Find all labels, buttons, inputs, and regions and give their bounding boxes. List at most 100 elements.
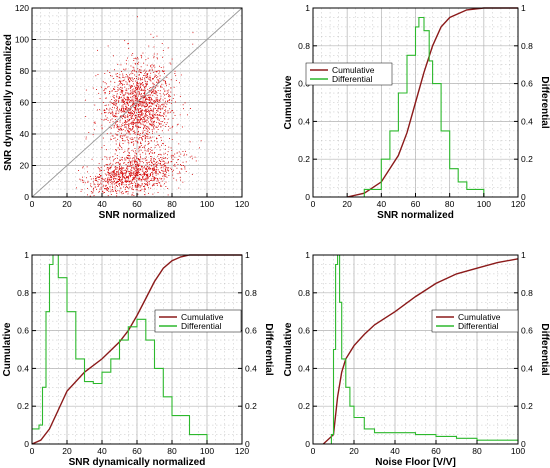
scatter-point (118, 183, 120, 185)
scatter-point (159, 119, 160, 121)
scatter-point (119, 81, 121, 82)
scatter-point (97, 176, 99, 178)
scatter-point (110, 194, 112, 195)
scatter-point (112, 160, 114, 162)
scatter-point (134, 107, 135, 109)
scatter-point (115, 122, 117, 124)
scatter-point (143, 172, 145, 174)
scatter-point (101, 158, 103, 160)
scatter-point (146, 170, 148, 172)
scatter-point (144, 125, 146, 126)
scatter-point (104, 180, 106, 182)
scatter-point (129, 110, 131, 111)
scatter-point (110, 139, 112, 140)
scatter-point (137, 134, 139, 135)
scatter-point (112, 106, 113, 108)
scatter-point (144, 92, 146, 94)
scatter-point (138, 93, 140, 95)
scatter-point (141, 83, 142, 85)
scatter-point (136, 103, 138, 105)
scatter-point (154, 66, 156, 68)
scatter-point (151, 152, 153, 154)
legend-entry: Differential (332, 74, 373, 84)
scatter-point (152, 91, 154, 93)
scatter-point (151, 64, 153, 66)
scatter-point (116, 103, 118, 104)
scatter-point (116, 121, 118, 123)
scatter-point (133, 67, 135, 69)
scatter-point (152, 169, 154, 171)
scatter-point (118, 81, 120, 82)
scatter-point (170, 79, 172, 81)
scatter-point (99, 169, 101, 171)
scatter-point (165, 82, 167, 84)
scatter-point (119, 94, 121, 95)
scatter-point (127, 176, 129, 177)
scatter-point (108, 179, 110, 181)
scatter-point (148, 121, 149, 123)
x-tick-label: 80 (167, 446, 177, 456)
scatter-point (110, 175, 111, 176)
scatter-point (93, 195, 95, 196)
scatter-point (132, 99, 134, 101)
scatter-point (163, 153, 165, 155)
scatter-point (170, 167, 172, 169)
scatter-point (151, 97, 152, 99)
scatter-point (103, 184, 105, 186)
scatter-point (133, 157, 134, 159)
scatter-point (118, 163, 120, 165)
scatter-point (161, 107, 163, 109)
scatter-point (105, 178, 107, 180)
scatter-point (164, 90, 166, 92)
scatter-point (154, 159, 156, 160)
scatter-point (153, 164, 154, 166)
scatter-point (157, 90, 159, 91)
scatter-point (142, 97, 144, 99)
scatter-point (148, 102, 150, 103)
scatter-point (140, 115, 142, 117)
scatter-point (137, 168, 139, 170)
scatter-point (122, 183, 124, 185)
scatter-point (107, 112, 109, 114)
scatter-point (154, 152, 156, 153)
scatter-point (170, 161, 172, 163)
scatter-point (97, 167, 99, 169)
scatter-point (148, 110, 150, 111)
right-tick-label: 1 (245, 250, 250, 260)
scatter-point (126, 177, 128, 178)
scatter-point (120, 158, 122, 160)
scatter-point (120, 111, 122, 113)
scatter-point (153, 166, 155, 168)
scatter-point (114, 107, 115, 109)
scatter-point (147, 181, 148, 183)
scatter-point (125, 126, 127, 128)
scatter-point (132, 81, 134, 82)
scatter-point (150, 109, 152, 111)
scatter-point (161, 169, 162, 171)
right-axis-label: Differential (263, 323, 274, 375)
scatter-point (122, 182, 124, 183)
scatter-point (176, 162, 178, 163)
scatter-point (130, 108, 132, 110)
scatter-point (119, 74, 121, 76)
scatter-point (116, 108, 118, 109)
scatter-point (147, 74, 148, 76)
scatter-point (138, 178, 140, 179)
scatter-point (136, 94, 138, 96)
scatter-point (152, 112, 154, 114)
scatter-point (149, 98, 151, 100)
scatter-point (141, 109, 143, 111)
scatter-point (116, 171, 118, 172)
scatter-point (147, 185, 149, 187)
scatter-point (146, 175, 148, 177)
scatter-point (147, 149, 149, 151)
scatter-point (163, 163, 165, 165)
scatter-point (134, 162, 135, 164)
scatter-point (129, 74, 130, 76)
scatter-point (142, 101, 144, 103)
scatter-point (113, 176, 115, 177)
scatter-point (139, 116, 140, 118)
scatter-point (121, 100, 123, 101)
scatter-point (130, 77, 131, 79)
y-tick-label: 0.6 (298, 79, 310, 89)
